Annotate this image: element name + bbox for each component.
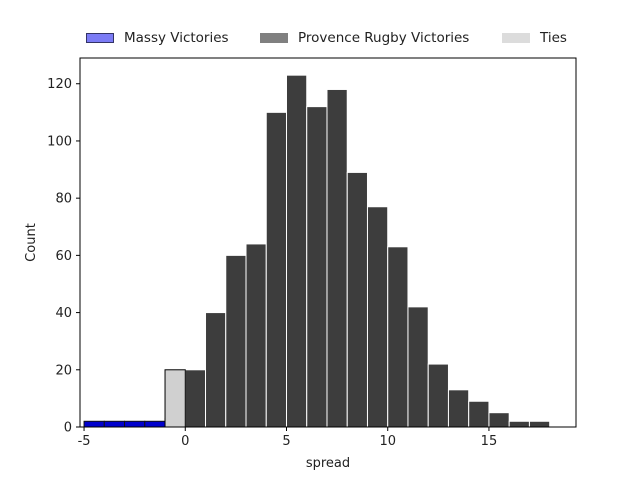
legend-label-ties: Ties (540, 30, 567, 46)
y-tick-label: 40 (55, 306, 72, 321)
legend: Massy Victories Provence Rugby Victories… (0, 28, 640, 48)
legend-item-provence: Provence Rugby Victories (260, 28, 469, 48)
legend-item-ties: Ties (502, 28, 567, 48)
y-tick-label: 100 (47, 134, 72, 149)
bars-group (83, 74, 551, 428)
legend-swatch-provence (260, 33, 288, 43)
bar-provence (447, 389, 470, 428)
bar-provence (245, 243, 267, 428)
legend-label-massy: Massy Victories (124, 30, 229, 46)
bar-provence (205, 312, 227, 428)
bar-provence (366, 206, 389, 428)
bar-massy (83, 420, 105, 428)
y-axis-ticks: 0 20 40 60 80 100 120 (47, 77, 80, 436)
x-tick-label: 0 (181, 434, 189, 449)
y-axis-label: Count (24, 223, 39, 262)
bar-provence (468, 400, 490, 428)
x-axis-ticks: -5 0 5 10 15 (78, 427, 498, 449)
x-tick-label: 10 (379, 434, 396, 449)
legend-swatch-ties (502, 33, 530, 43)
y-tick-label: 120 (47, 77, 72, 92)
bar-provence (488, 412, 510, 428)
x-tick-label: 15 (481, 434, 498, 449)
bar-provence (326, 88, 348, 428)
bar-ties (164, 369, 186, 428)
y-tick-label: 60 (55, 249, 72, 264)
bar-provence (306, 106, 328, 428)
legend-swatch-massy (86, 33, 114, 43)
x-tick-label: 5 (282, 434, 290, 449)
bar-provence (346, 171, 368, 428)
bar-provence (225, 254, 247, 428)
y-tick-label: 20 (55, 363, 72, 378)
bar-provence (387, 246, 409, 428)
y-tick-label: 80 (55, 192, 72, 207)
bar-massy (124, 420, 146, 428)
bar-massy (144, 420, 166, 428)
x-tick-label: -5 (78, 434, 91, 449)
bar-provence (508, 420, 530, 428)
x-axis-label: spread (306, 456, 350, 471)
bar-massy (103, 420, 126, 428)
bar-provence (285, 74, 308, 428)
bar-provence (528, 420, 551, 428)
legend-item-massy: Massy Victories (86, 28, 229, 48)
legend-label-provence: Provence Rugby Victories (298, 30, 470, 46)
bar-provence (184, 369, 207, 428)
bar-provence (407, 306, 429, 428)
plot-frame (79, 57, 577, 428)
bar-provence (427, 363, 449, 428)
y-tick-label: 0 (64, 421, 72, 436)
bar-provence (265, 111, 287, 428)
